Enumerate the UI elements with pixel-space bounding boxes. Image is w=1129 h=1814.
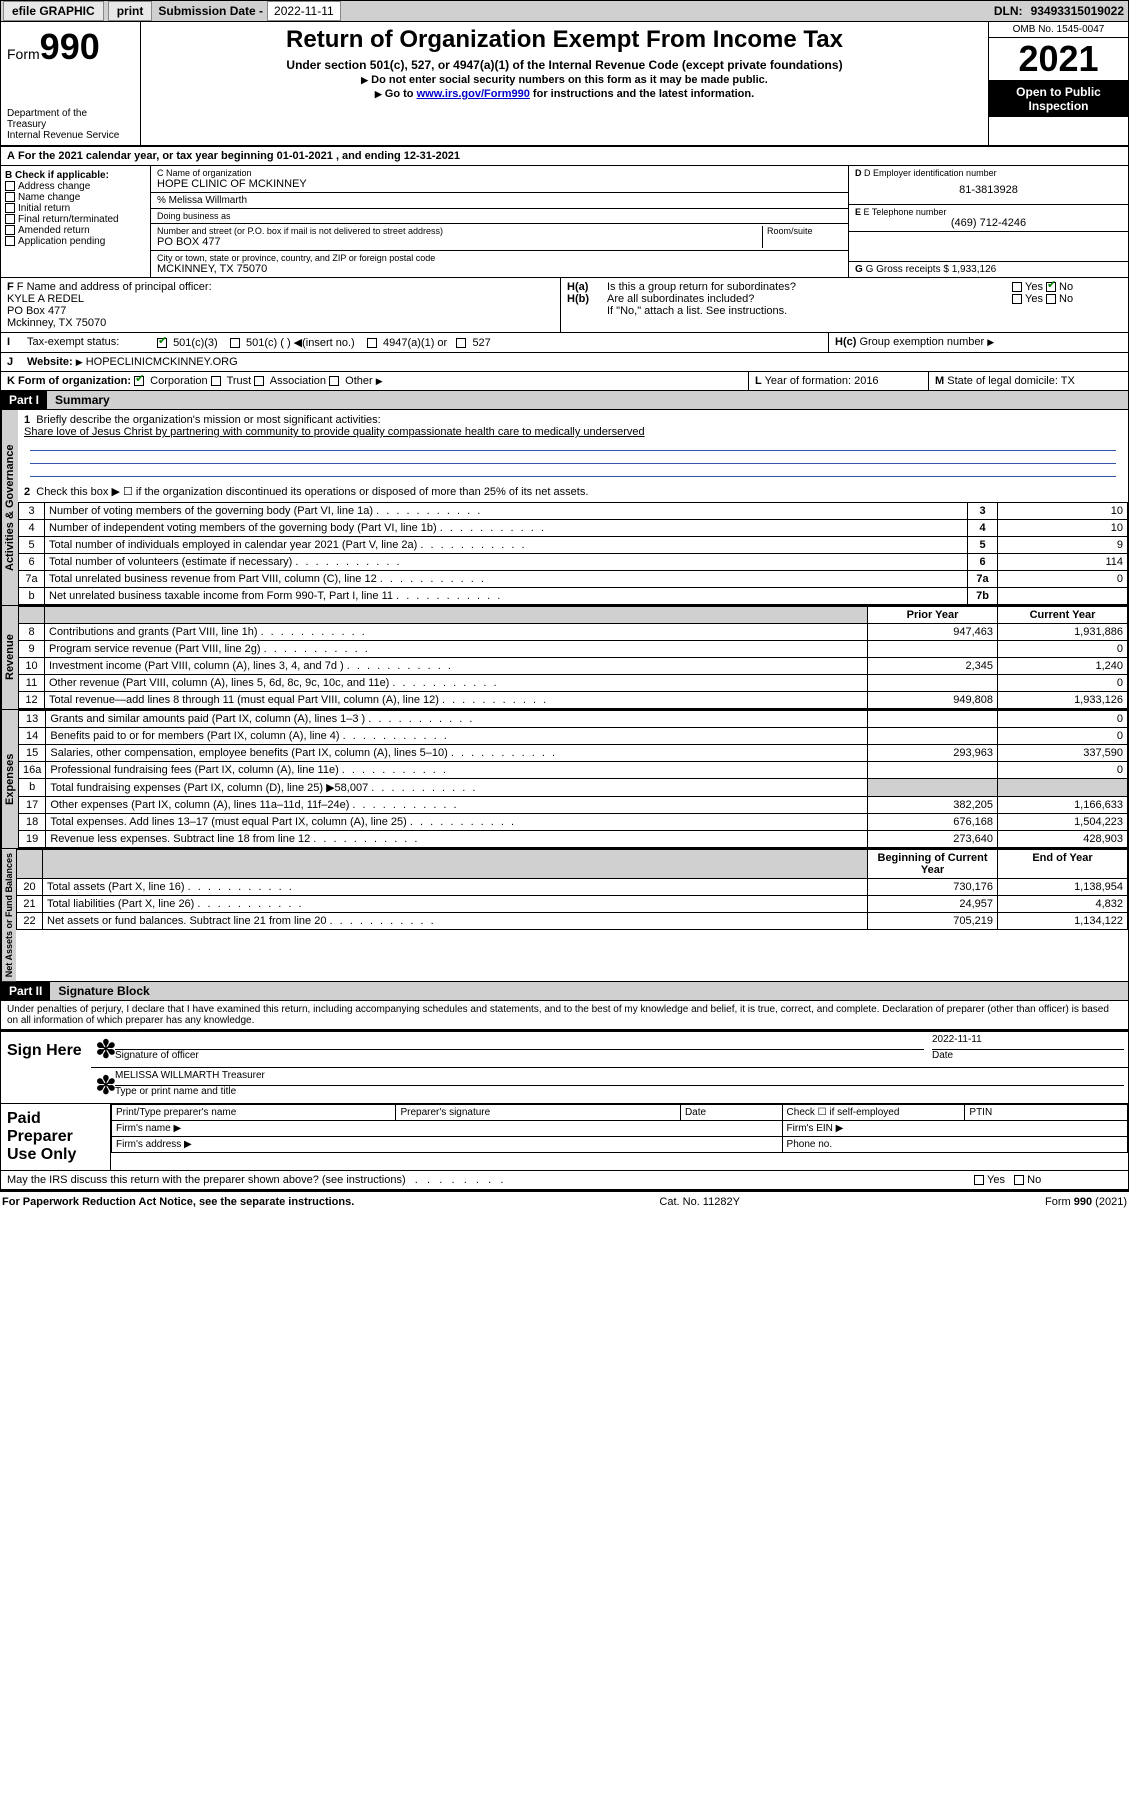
- officer-name: KYLE A REDEL: [7, 293, 84, 305]
- q2-checkbox-text: Check this box ▶ ☐ if the organization d…: [36, 486, 588, 498]
- q1-mission: Share love of Jesus Christ by partnering…: [24, 426, 645, 438]
- gross-receipts-label: G Gross receipts $: [866, 264, 952, 275]
- ein-label: D Employer identification number: [864, 168, 997, 178]
- q1-label: Briefly describe the organization's miss…: [36, 414, 380, 426]
- dba-label: Doing business as: [157, 211, 842, 221]
- sig-officer-label: Signature of officer: [115, 1050, 199, 1061]
- care-of-name: Melissa Willmarth: [169, 195, 247, 206]
- state-domicile-value: TX: [1061, 375, 1075, 387]
- hb-question: Are all subordinates included?: [607, 293, 1012, 305]
- perjury-declaration: Under penalties of perjury, I declare th…: [0, 1001, 1129, 1030]
- form-number: 990: [40, 26, 100, 67]
- h-note: If "No," attach a list. See instructions…: [567, 305, 1122, 317]
- org-name: HOPE CLINIC OF MCKINNEY: [157, 178, 842, 190]
- tax-exempt-label: Tax-exempt status:: [21, 333, 151, 352]
- dln-value: 93493315019022: [1027, 4, 1128, 18]
- paid-preparer-table: Print/Type preparer's name Preparer's si…: [111, 1104, 1128, 1153]
- year-formation-label: Year of formation:: [765, 375, 854, 387]
- website-value: HOPECLINICMCKINNEY.ORG: [86, 356, 238, 368]
- tab-revenue: Revenue: [1, 606, 18, 709]
- top-toolbar: efile GRAPHIC print Submission Date - 20…: [0, 0, 1129, 22]
- part-i-header: Part I: [1, 391, 47, 409]
- tab-expenses: Expenses: [1, 710, 18, 848]
- may-irs-discuss: May the IRS discuss this return with the…: [1, 1171, 968, 1189]
- ein-value: 81-3813928: [855, 178, 1122, 202]
- expenses-table: 13Grants and similar amounts paid (Part …: [18, 710, 1128, 848]
- paid-preparer-label: Paid Preparer Use Only: [1, 1104, 111, 1170]
- phone-value: (469) 712-4246: [855, 217, 1122, 229]
- submission-date-label: Submission Date -: [154, 4, 267, 18]
- care-of-label: %: [157, 195, 169, 206]
- footer-form: Form 990 (2021): [1045, 1196, 1127, 1208]
- instr-no-ssn: Do not enter social security numbers on …: [371, 74, 768, 86]
- officer-addr2: Mckinney, TX 75070: [7, 317, 106, 329]
- tax-year: 2021: [989, 38, 1128, 81]
- net-assets-table: Beginning of Current YearEnd of Year 20T…: [16, 849, 1128, 930]
- sign-here-label: Sign Here: [1, 1032, 91, 1103]
- form-of-org-label: K Form of organization:: [7, 375, 131, 387]
- website-label: Website:: [27, 356, 73, 368]
- city-value: MCKINNEY, TX 75070: [157, 263, 842, 275]
- line-a-tax-year: A For the 2021 calendar year, or tax yea…: [1, 147, 1128, 165]
- revenue-table: Prior YearCurrent Year 8Contributions an…: [18, 606, 1128, 709]
- irs-link[interactable]: www.irs.gov/Form990: [417, 88, 530, 100]
- omb-number: OMB No. 1545-0047: [989, 22, 1128, 38]
- state-domicile-label: State of legal domicile:: [947, 375, 1061, 387]
- name-title-label: Type or print name and title: [115, 1086, 236, 1097]
- form-number-box: Form990 Department of theTreasuryInterna…: [1, 22, 141, 145]
- part-ii-header: Part II: [1, 982, 50, 1000]
- submission-date-value: 2022-11-11: [267, 1, 341, 21]
- sig-date-label: Date: [932, 1050, 953, 1061]
- city-label: City or town, state or province, country…: [157, 253, 842, 263]
- sig-date-value: 2022-11-11: [932, 1034, 1124, 1050]
- officer-name-title: MELISSA WILLMARTH Treasurer: [115, 1070, 1124, 1086]
- form-title: Return of Organization Exempt From Incom…: [149, 26, 980, 54]
- tab-net-assets: Net Assets or Fund Balances: [1, 849, 16, 981]
- ha-question: Is this a group return for subordinates?: [607, 281, 1012, 293]
- open-to-public: Open to Public Inspection: [989, 81, 1128, 117]
- address: PO BOX 477: [157, 236, 762, 248]
- footer-cat-no: Cat. No. 11282Y: [659, 1196, 740, 1208]
- officer-addr1: PO Box 477: [7, 305, 66, 317]
- tab-activities-governance: Activities & Governance: [1, 410, 18, 605]
- form-subtitle: Under section 501(c), 527, or 4947(a)(1)…: [149, 58, 980, 72]
- instr-goto-post: for instructions and the latest informat…: [530, 88, 754, 100]
- part-ii-title: Signature Block: [50, 982, 1128, 1000]
- box-b-checkboxes: B Check if applicable: Address change Na…: [1, 166, 151, 277]
- phone-label: E Telephone number: [864, 207, 947, 217]
- print-button[interactable]: print: [108, 1, 153, 21]
- org-name-label: C Name of organization: [157, 168, 842, 178]
- efile-graphic-button[interactable]: efile GRAPHIC: [3, 1, 104, 21]
- instr-goto-pre: Go to: [385, 88, 417, 100]
- year-formation-value: 2016: [854, 375, 878, 387]
- form-label: Form: [7, 46, 40, 62]
- footer-paperwork: For Paperwork Reduction Act Notice, see …: [2, 1196, 354, 1208]
- part-i-title: Summary: [47, 391, 1128, 409]
- gross-receipts-value: 1,933,126: [952, 264, 997, 275]
- dln-label: DLN:: [990, 4, 1027, 18]
- address-label: Number and street (or P.O. box if mail i…: [157, 226, 762, 236]
- governance-table: 3Number of voting members of the governi…: [18, 502, 1128, 605]
- dept-label: Department of theTreasuryInternal Revenu…: [7, 108, 134, 141]
- hc-label: Group exemption number: [859, 336, 984, 348]
- officer-label: F Name and address of principal officer:: [17, 281, 212, 293]
- room-suite-label: Room/suite: [767, 226, 842, 236]
